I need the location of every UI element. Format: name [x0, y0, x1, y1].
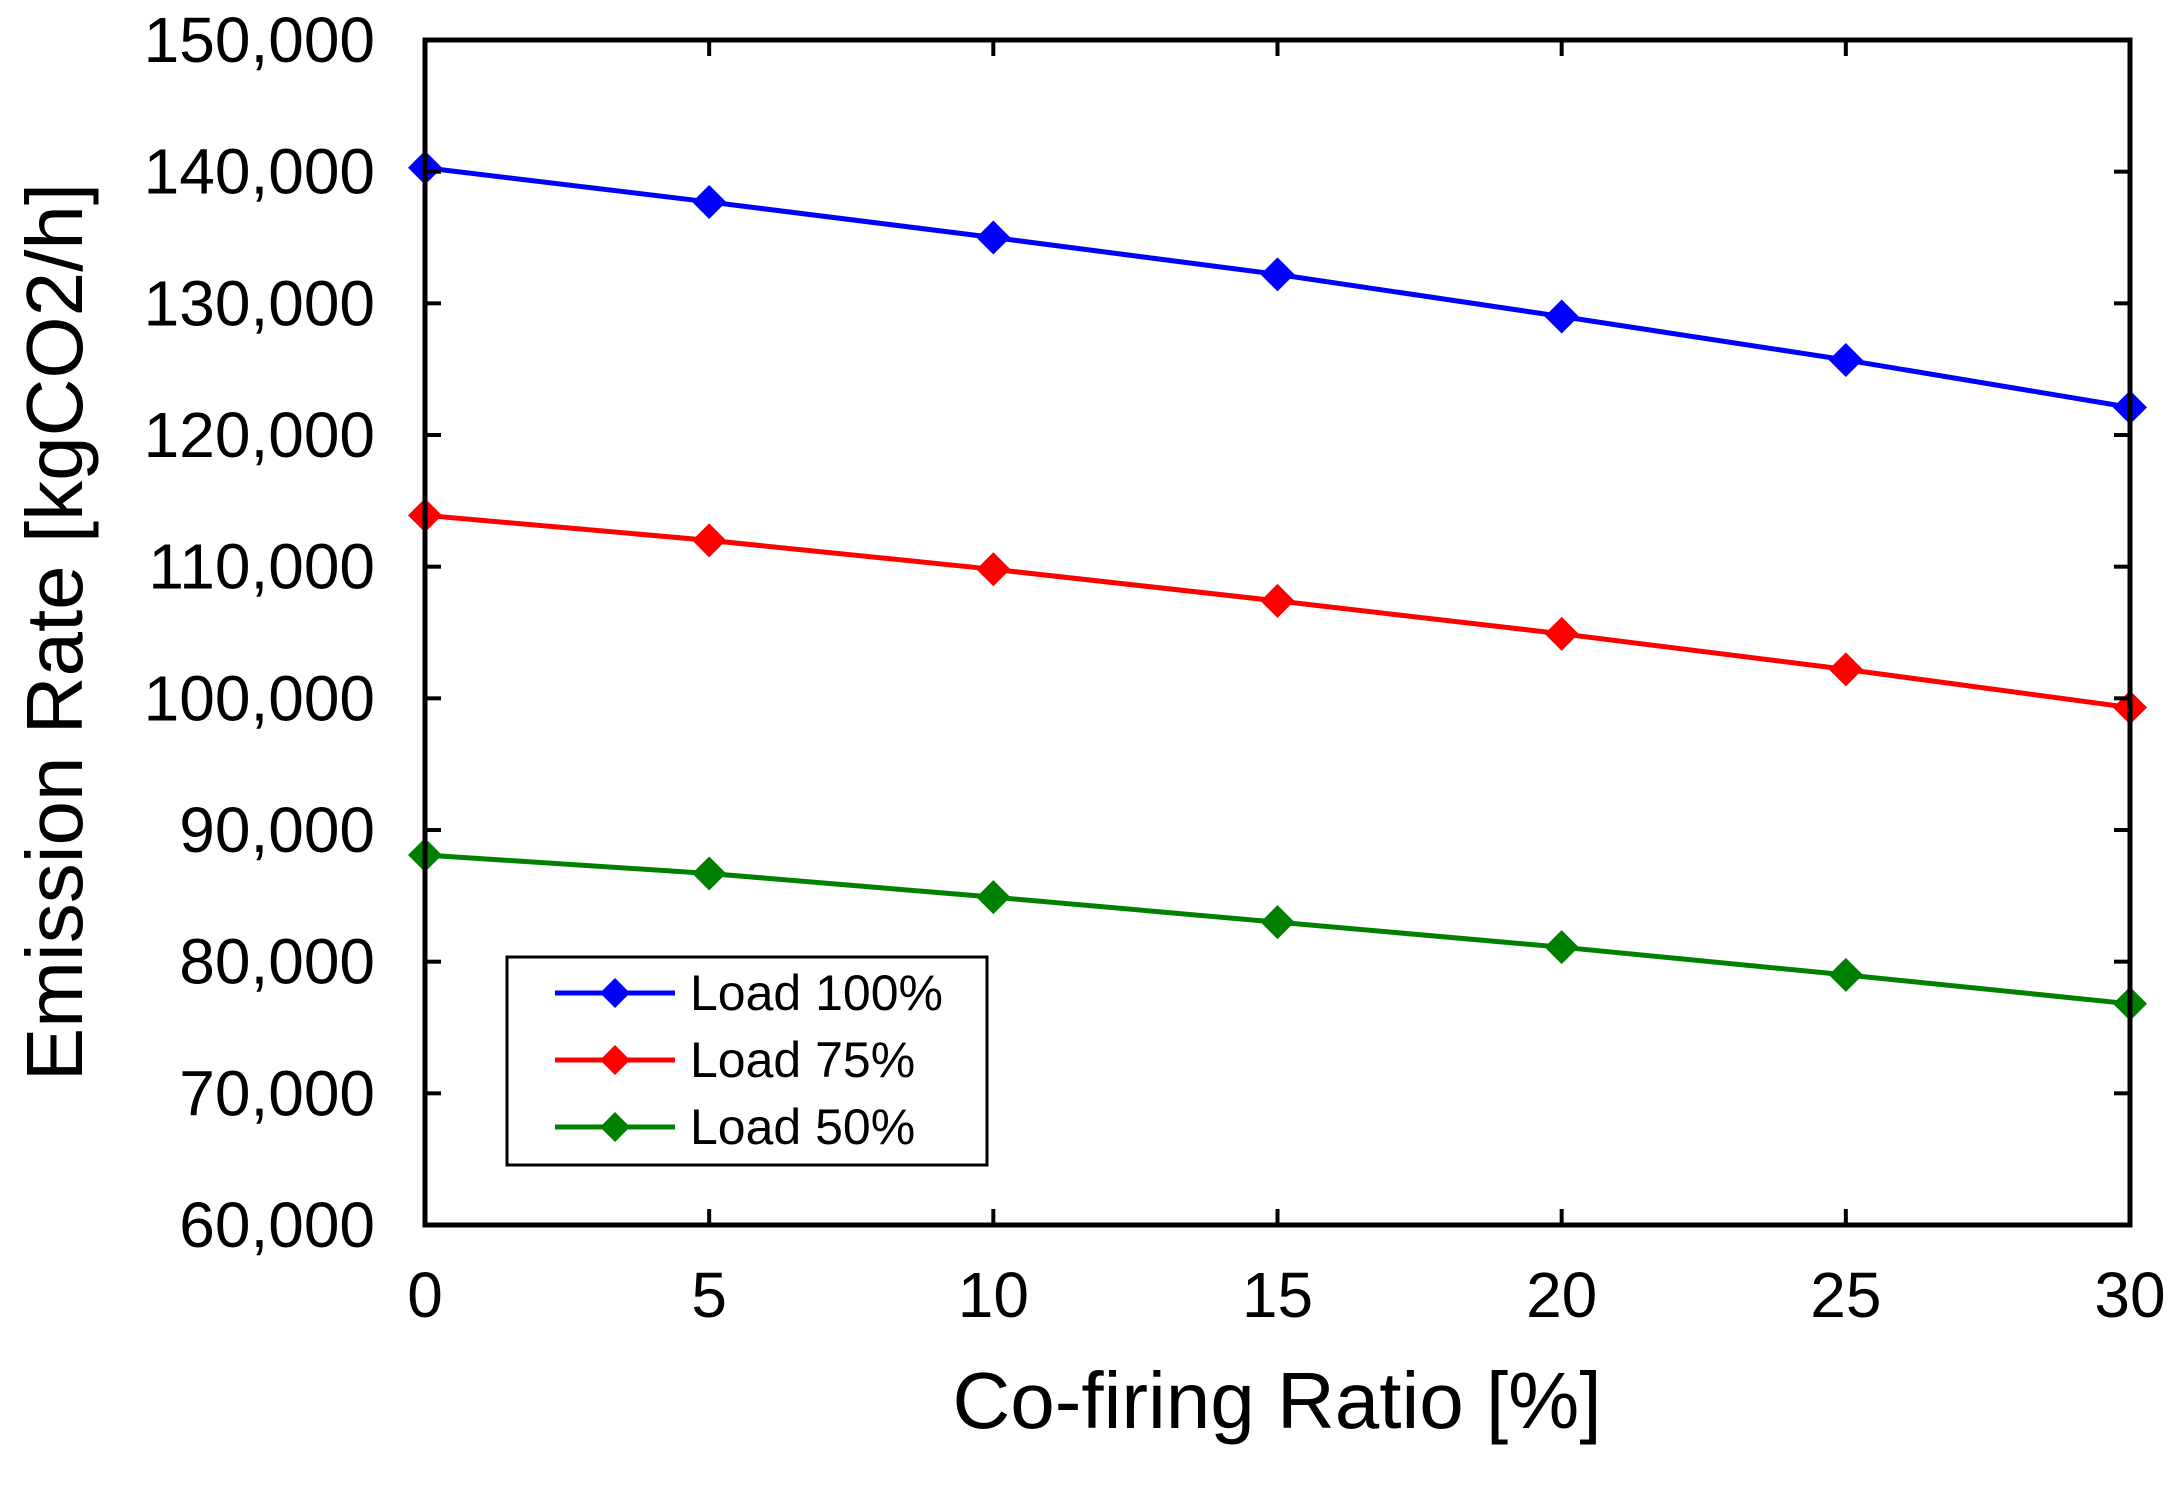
data-point: [1260, 583, 1295, 618]
data-point: [976, 220, 1011, 255]
data-point: [1828, 342, 1863, 377]
legend-marker: [600, 1045, 630, 1075]
series-load-75: [408, 498, 2147, 725]
data-point: [1544, 299, 1579, 334]
data-point: [1544, 616, 1579, 651]
x-tick-label: 10: [958, 1259, 1029, 1331]
data-point: [1828, 652, 1863, 687]
x-tick-label: 20: [1526, 1259, 1597, 1331]
x-axis-ticks: 0 5 10 15 20 25 30: [407, 40, 2166, 1331]
y-tick-label: 120,000: [144, 399, 375, 471]
series-load-100: [408, 150, 2147, 425]
x-tick-label: 15: [1242, 1259, 1313, 1331]
y-tick-label: 90,000: [179, 794, 375, 866]
x-tick-label: 30: [2094, 1259, 2165, 1331]
y-tick-label: 70,000: [179, 1057, 375, 1129]
legend-marker: [600, 978, 630, 1008]
legend-item: Load 75%: [555, 1032, 915, 1088]
y-tick-label: 130,000: [144, 267, 375, 339]
x-tick-label: 25: [1810, 1259, 1881, 1331]
data-point: [1828, 957, 1863, 992]
data-point: [692, 523, 727, 558]
legend-label: Load 75%: [690, 1032, 915, 1088]
series-load-50: [408, 838, 2147, 1021]
y-axis-title: Emission Rate [kgCO2/h]: [10, 183, 99, 1081]
legend-label: Load 50%: [690, 1099, 915, 1155]
y-tick-label: 100,000: [144, 662, 375, 734]
y-axis-ticks: 60,000 70,000 80,000 90,000 100,000 110,000 12…: [144, 4, 2130, 1261]
legend-item: Load 100%: [555, 965, 943, 1021]
y-tick-label: 60,000: [179, 1189, 375, 1261]
data-point: [1260, 257, 1295, 292]
y-tick-label: 140,000: [144, 136, 375, 208]
legend: Load 100% Load 75% Load 50%: [505, 955, 989, 1167]
x-tick-label: 5: [691, 1259, 727, 1331]
y-tick-label: 150,000: [144, 4, 375, 76]
x-axis-title: Co-firing Ratio [%]: [952, 1356, 1601, 1445]
data-point: [692, 856, 727, 891]
series-layer: [408, 150, 2147, 1021]
y-tick-label: 80,000: [179, 926, 375, 998]
legend-label: Load 100%: [690, 965, 943, 1021]
data-point: [976, 552, 1011, 587]
data-point: [692, 184, 727, 219]
data-point: [1260, 905, 1295, 940]
legend-marker: [600, 1112, 630, 1142]
legend-item: Load 50%: [555, 1099, 915, 1155]
y-tick-label: 110,000: [148, 531, 375, 603]
data-point: [1544, 930, 1579, 965]
x-tick-label: 0: [407, 1259, 443, 1331]
data-point: [976, 880, 1011, 915]
